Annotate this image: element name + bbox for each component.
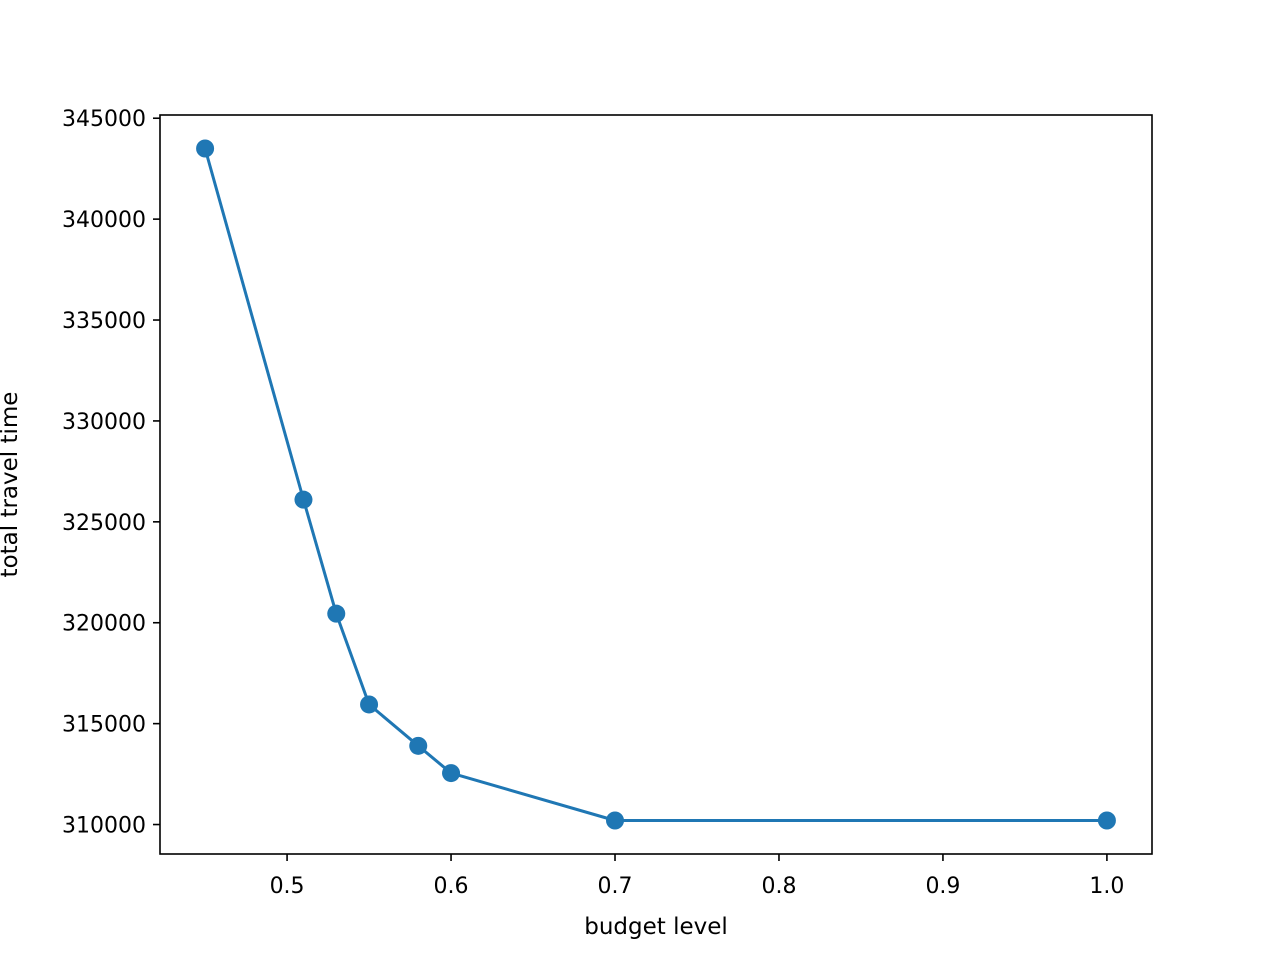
y-tick-label: 310000 <box>62 814 146 839</box>
x-tick-label: 0.6 <box>434 874 469 899</box>
series-layer <box>196 139 1116 830</box>
data-point <box>1097 811 1116 830</box>
data-point <box>442 764 461 783</box>
y-tick-label: 345000 <box>62 107 146 132</box>
plot-frame <box>159 114 1153 855</box>
data-point <box>409 736 428 755</box>
data-point <box>196 139 215 158</box>
y-tick-label: 320000 <box>62 612 146 637</box>
plot-area <box>160 115 1152 854</box>
x-tick-label: 0.7 <box>598 874 633 899</box>
y-axis-ticks: 310000 315000 320000 325000 330000 335000 3400… <box>62 107 160 839</box>
x-tick-label: 0.9 <box>925 874 960 899</box>
series-line <box>203 148 1107 822</box>
x-tick-label: 0.5 <box>270 874 305 899</box>
x-axis-label: budget level <box>584 914 728 940</box>
y-tick-label: 315000 <box>62 713 146 738</box>
data-point <box>327 604 346 623</box>
data-point <box>294 490 313 509</box>
y-tick-label: 325000 <box>62 511 146 536</box>
x-tick-label: 0.8 <box>761 874 796 899</box>
y-tick-label: 335000 <box>62 309 146 334</box>
y-axis-label: total travel time <box>0 392 23 578</box>
x-tick-label: 1.0 <box>1089 874 1124 899</box>
y-tick-label: 330000 <box>62 410 146 435</box>
data-point <box>606 811 625 830</box>
data-point <box>360 695 379 714</box>
y-tick-label: 340000 <box>62 208 146 233</box>
x-axis-ticks: 0.5 0.6 0.7 0.8 0.9 1.0 <box>270 854 1124 899</box>
